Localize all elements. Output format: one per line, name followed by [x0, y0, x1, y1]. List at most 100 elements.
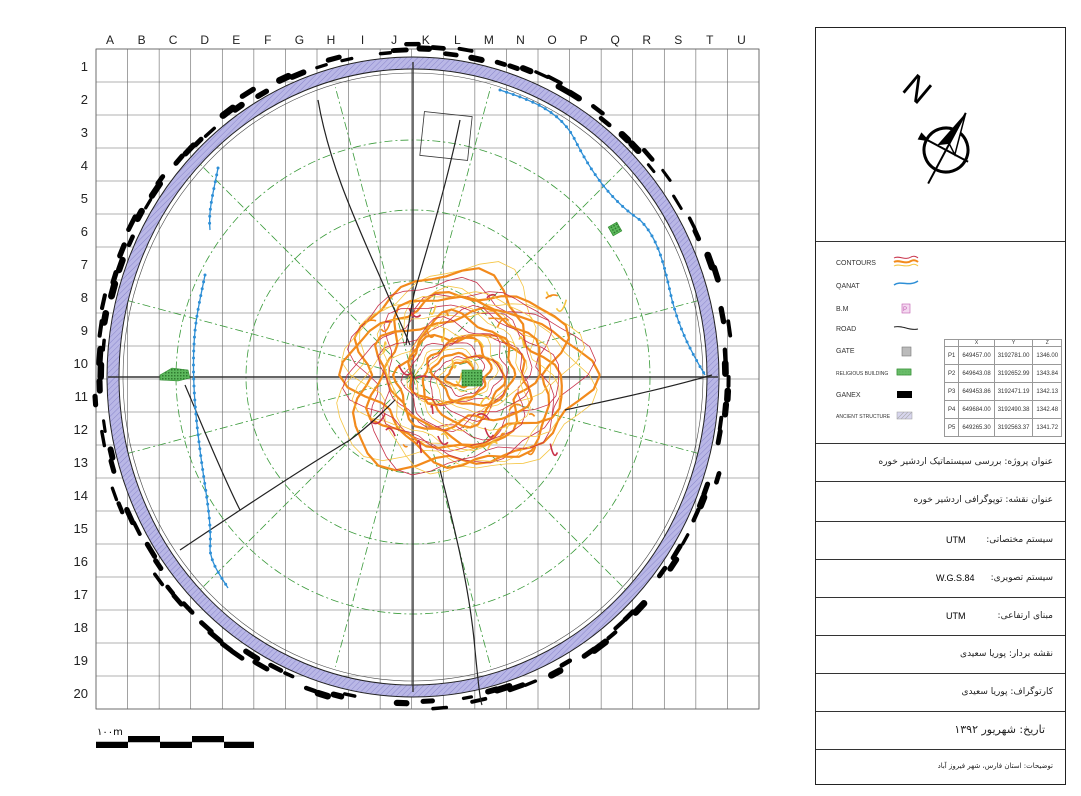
contour-detail: [383, 341, 387, 353]
qanat-dot: [675, 314, 679, 318]
ganex-segment: [315, 63, 328, 70]
legend-item-ancient-structure: ANCIENT STRUCTURE: [836, 414, 891, 420]
benchmark-marker-icon: P: [901, 303, 911, 314]
row-label: 2: [81, 92, 88, 107]
ganex-segment: [108, 280, 119, 300]
ganex-segment: [726, 319, 733, 338]
contour-line: [406, 325, 524, 432]
legend-panel: N CONTOURS QANAT B.M P ROAD GATE RELIGIO…: [815, 27, 1066, 785]
ganex-segment: [117, 242, 127, 259]
column-label: T: [706, 33, 714, 47]
qanat-dot: [582, 155, 586, 159]
qanat-dot: [653, 240, 657, 244]
elevation-datum-section: مبنای ارتفاعی: UTM: [816, 598, 1065, 636]
table-row: P1 649457.00 3192781.00 1346.00: [943, 346, 1063, 365]
ganex-segment: [144, 198, 153, 210]
ganex-segment: [606, 630, 618, 641]
ganex-segment: [100, 310, 110, 326]
contours: [336, 261, 601, 476]
contours-swatch-icon: [893, 255, 919, 267]
table-row: P3 649453.86 3192471.19 1342.13: [943, 382, 1063, 401]
row-label: 18: [74, 620, 88, 635]
ganex-segment: [342, 692, 357, 698]
ganex-segment: [153, 572, 165, 587]
gate-square: [419, 111, 473, 161]
qanat-dot: [195, 419, 199, 423]
contour-line: [438, 357, 482, 393]
qanat-dot: [192, 391, 196, 395]
radial-line: [200, 376, 414, 590]
date-section: تاریخ: شهریور ۱۳۹۲: [816, 712, 1065, 750]
elevation-datum-value: UTM: [946, 611, 966, 621]
ganex-segment: [173, 153, 185, 166]
contour-detail: [363, 319, 377, 324]
qanat-dot: [199, 454, 203, 458]
project-title-section: عنوان پروژه: بررسی سیستماتیک اردشیر خوره: [816, 444, 1065, 482]
benchmark-table: X Y Z P1 649457.00 3192781.00 1346.00 P2 649…: [943, 339, 1063, 437]
qanat-dot: [192, 342, 196, 346]
qanat-dot: [193, 398, 197, 402]
qanat-dot: [666, 280, 670, 284]
qanat-dot: [199, 294, 203, 298]
qanat-dot: [611, 195, 615, 199]
contour-line: [341, 285, 586, 475]
qanat-dot: [560, 120, 564, 124]
ganex-segment: [494, 59, 508, 67]
ganex-segment: [181, 601, 195, 615]
roads: [179, 99, 713, 706]
qanat-dot: [208, 544, 212, 548]
ganex-segment: [721, 401, 730, 418]
projection-section: سیستم تصویری: W.G.S.84: [816, 560, 1065, 598]
qanat-dot: [209, 200, 213, 204]
column-label: D: [200, 33, 209, 47]
qanat-dot: [498, 88, 502, 92]
ganex-segment: [430, 45, 446, 51]
contour-line: [338, 290, 571, 470]
row-label: 9: [81, 323, 88, 338]
qanat-dot: [208, 551, 212, 555]
qanat-dot: [194, 321, 198, 325]
projection-value: W.G.S.84: [936, 573, 975, 583]
benchmark-header-y: Y: [993, 339, 1034, 347]
row-label: 3: [81, 125, 88, 140]
ganex-segment: [717, 415, 724, 431]
contour-detail: [397, 364, 413, 376]
column-label: S: [674, 33, 682, 47]
ganex-segment: [641, 147, 655, 162]
qanat-dot: [208, 530, 212, 534]
ganex-segment: [443, 51, 459, 58]
contour-detail: [496, 317, 510, 328]
qanat-dot: [524, 97, 528, 101]
qanat-dot: [589, 167, 593, 171]
ganex-segment: [470, 696, 488, 704]
contour-line: [342, 291, 555, 460]
qanat-dot: [661, 260, 665, 264]
ganex-segment: [546, 74, 563, 86]
qanat-dot: [682, 333, 686, 337]
qanat-dot: [208, 221, 212, 225]
radial-line: [123, 298, 414, 378]
contour-detail: [499, 432, 506, 438]
ganex-segment: [134, 207, 145, 223]
legend-item-gate: GATE: [836, 348, 855, 355]
ganex-segment: [718, 305, 727, 325]
radial-line: [334, 87, 414, 378]
ganex-segment: [107, 446, 116, 461]
contour-detail: [488, 317, 501, 320]
ganex-segment: [203, 126, 217, 138]
ganex-segment: [110, 269, 119, 286]
legend-item-qanat: QANAT: [836, 283, 860, 290]
qanat-dot: [650, 234, 654, 238]
column-label: E: [232, 33, 240, 47]
qanat-dot: [202, 474, 206, 478]
qanat-dot: [688, 346, 692, 350]
column-label: K: [422, 33, 430, 47]
ganex-segment: [231, 101, 245, 113]
qanat-dot: [192, 370, 196, 374]
ganex-segment: [696, 493, 708, 510]
ganex-segment: [116, 501, 125, 515]
contour-line: [421, 336, 507, 407]
qanat-dot: [685, 340, 689, 344]
row-label: 19: [74, 653, 88, 668]
contour-detail: [527, 446, 537, 456]
